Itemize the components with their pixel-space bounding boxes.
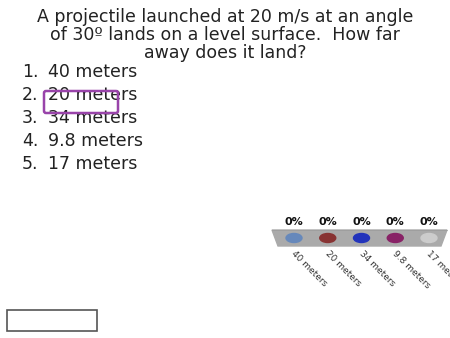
Text: 2.: 2. — [22, 86, 39, 104]
Text: 17 meters: 17 meters — [425, 249, 450, 288]
Text: 34 meters: 34 meters — [357, 249, 396, 288]
Ellipse shape — [354, 234, 369, 242]
Text: 40 meters: 40 meters — [48, 63, 137, 81]
Text: 4.: 4. — [22, 132, 38, 150]
Ellipse shape — [320, 234, 336, 242]
FancyBboxPatch shape — [7, 310, 97, 331]
Text: A projectile launched at 20 m/s at an angle: A projectile launched at 20 m/s at an an… — [37, 8, 413, 26]
Text: 0%: 0% — [319, 217, 337, 227]
Text: 0%: 0% — [284, 217, 303, 227]
Text: 20 meters: 20 meters — [324, 249, 362, 288]
Text: 20 meters: 20 meters — [48, 86, 137, 104]
Ellipse shape — [387, 234, 403, 242]
Text: 40 meters: 40 meters — [290, 249, 328, 288]
Text: 5.: 5. — [22, 155, 39, 173]
Text: of 30º lands on a level surface.  How far: of 30º lands on a level surface. How far — [50, 26, 400, 44]
Text: 1.: 1. — [22, 63, 39, 81]
Text: 9.8 meters: 9.8 meters — [48, 132, 143, 150]
Text: 17 meters: 17 meters — [48, 155, 137, 173]
Text: 0%: 0% — [419, 217, 438, 227]
Text: away does it land?: away does it land? — [144, 44, 306, 62]
Text: 0%: 0% — [386, 217, 405, 227]
Text: 0 of 30: 0 of 30 — [28, 314, 76, 328]
Text: 0%: 0% — [352, 217, 371, 227]
Text: 9.8 meters: 9.8 meters — [391, 249, 432, 290]
Polygon shape — [272, 230, 447, 246]
Ellipse shape — [286, 234, 302, 242]
Text: 34 meters: 34 meters — [48, 109, 137, 127]
Text: 3.: 3. — [22, 109, 39, 127]
Ellipse shape — [421, 234, 437, 242]
